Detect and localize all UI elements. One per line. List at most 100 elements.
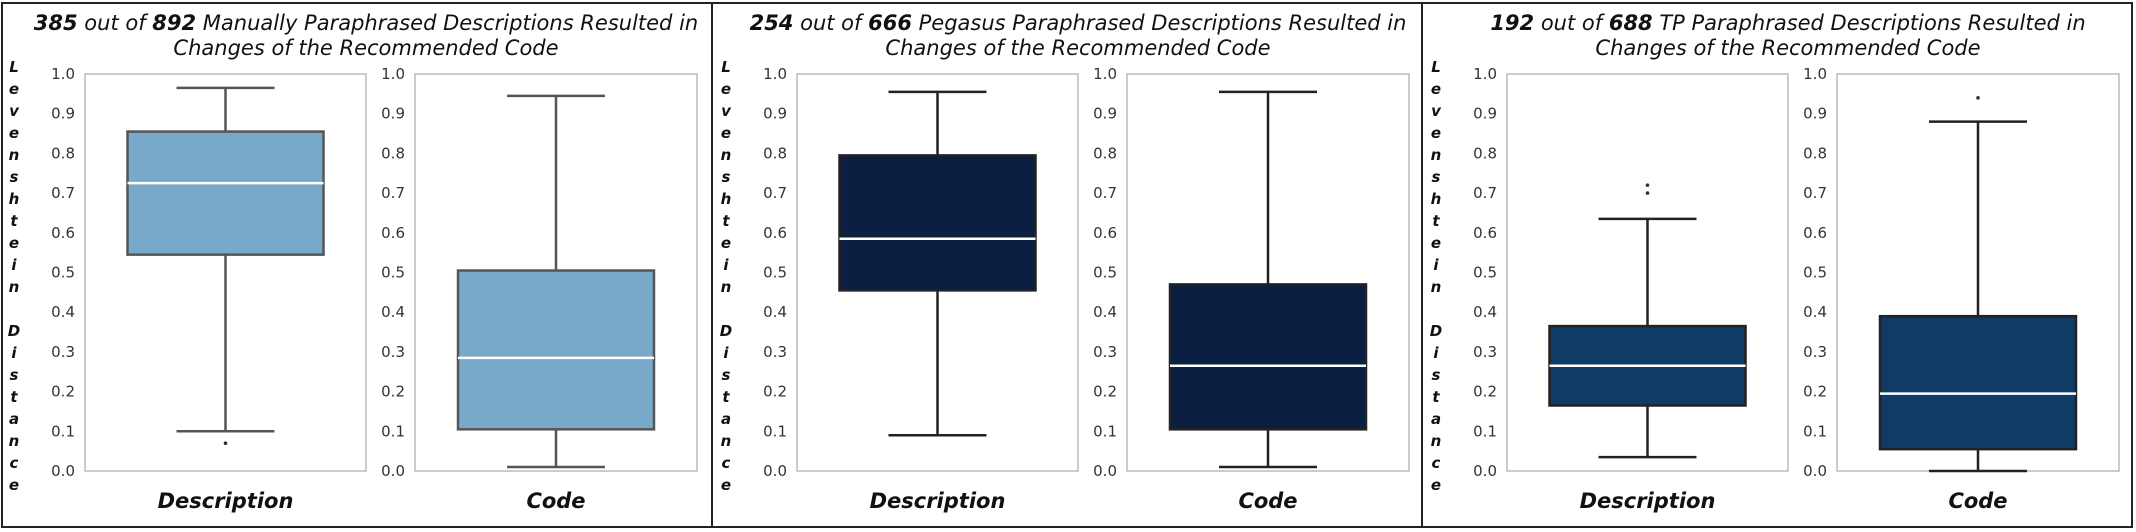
- ylabel-letter: i: [11, 344, 17, 362]
- subplot-2: 0.0 0.1 0.2 0.3 0.4 0.5 0.6 0.7 0.8 0.9 1.0 Code: [1803, 65, 2120, 513]
- ylabel-letter: n: [721, 432, 732, 450]
- y-tick-label: 0.5: [763, 264, 787, 282]
- ylabel-letter: e: [1431, 124, 1441, 142]
- ylabel-letter: t: [722, 212, 730, 230]
- ylabel-letter: e: [9, 476, 19, 494]
- y-tick-label: 0.5: [381, 264, 405, 282]
- y-tick-label: 0.4: [763, 303, 787, 321]
- subplot-1: 0.0 0.1 0.2 0.3 0.4 0.5 0.6 0.7 0.8 0.9 1.0 Descrip…: [1473, 65, 1789, 513]
- title-rest: Pegasus Paraphrased Descriptions Resulte…: [912, 11, 1406, 35]
- panel-title-line1: 192 out of 688 TP Paraphrased Descriptio…: [1490, 11, 2085, 35]
- ylabel-letter: e: [1431, 234, 1441, 252]
- ylabel-letter: v: [721, 102, 732, 120]
- y-tick-label: 1.0: [1093, 65, 1117, 83]
- ylabel-letter: n: [9, 432, 20, 450]
- ylabel-letter: t: [10, 212, 18, 230]
- y-tick-label: 0.4: [1473, 303, 1497, 321]
- y-tick-label: 0.3: [1473, 343, 1497, 361]
- ylabel-letter: n: [1431, 432, 1442, 450]
- y-tick-label: 1.0: [51, 65, 75, 83]
- ylabel-letter: i: [11, 256, 17, 274]
- box-iqr: [838, 154, 1037, 292]
- y-tick-label: 0.2: [1473, 383, 1497, 401]
- ylabel-letter: a: [1431, 410, 1441, 428]
- box-iqr: [1168, 283, 1368, 431]
- y-tick-label: 0.2: [763, 383, 787, 401]
- title-out-of: out of: [78, 11, 153, 35]
- y-tick-label: 0.1: [763, 422, 787, 440]
- y-tick-label: 0.2: [51, 383, 75, 401]
- y-tick-label: 0.7: [1473, 184, 1497, 202]
- title-total: 892: [152, 11, 196, 35]
- ylabel-letter: v: [9, 102, 20, 120]
- y-tick-label: 0.3: [1803, 343, 1827, 361]
- ylabel-letter: L: [721, 58, 731, 76]
- y-tick-label: 0.8: [1473, 144, 1497, 162]
- y-tick-label: 0.3: [763, 343, 787, 361]
- y-tick-label: 0.1: [1093, 422, 1117, 440]
- panel-title-line2: Changes of the Recommended Code: [1595, 36, 1980, 60]
- ylabel-letter: n: [1431, 278, 1442, 296]
- ylabel-letter: e: [721, 80, 731, 98]
- x-axis-label: Description: [1580, 489, 1716, 513]
- title-total: 666: [868, 11, 912, 35]
- ylabel-letter: a: [721, 410, 731, 428]
- y-tick-label: 0.3: [1093, 343, 1117, 361]
- subplot-1: 0.0 0.1 0.2 0.3 0.4 0.5 0.6 0.7 0.8 0.9 1.0 Descrip…: [763, 65, 1079, 513]
- ylabel-letter: h: [1431, 190, 1442, 208]
- ylabel-letter: i: [1433, 344, 1439, 362]
- y-tick-label: 0.8: [763, 144, 787, 162]
- y-tick-label: 0.9: [381, 105, 405, 123]
- ylabel-letter: e: [9, 124, 19, 142]
- title-total: 688: [1609, 11, 1653, 35]
- y-tick-label: 0.4: [381, 303, 405, 321]
- y-tick-label: 0.2: [1803, 383, 1827, 401]
- ylabel-letter: c: [10, 454, 19, 472]
- y-tick-label: 0.9: [51, 105, 75, 123]
- y-tick-label: 0.7: [1803, 184, 1827, 202]
- ylabel-letter: n: [1431, 146, 1442, 164]
- ylabel-letter: e: [721, 234, 731, 252]
- y-tick-label: 0.1: [51, 422, 75, 440]
- y-tick-label: 0.6: [381, 224, 405, 242]
- y-tick-label: 0.8: [1803, 144, 1827, 162]
- ylabel-letter: i: [723, 256, 729, 274]
- title-count: 385: [34, 11, 78, 35]
- y-tick-label: 0.7: [763, 184, 787, 202]
- ylabel-letter: t: [1432, 388, 1440, 406]
- y-tick-label: 0.0: [1803, 462, 1827, 480]
- ylabel-letter: s: [722, 366, 731, 384]
- y-tick-label: 0.5: [1093, 264, 1117, 282]
- ylabel-letter: s: [1432, 168, 1441, 186]
- ylabel-letter: n: [721, 278, 732, 296]
- ylabel-letter: c: [1432, 454, 1441, 472]
- outlier-point: [1645, 191, 1650, 195]
- ylabel-letter: n: [721, 146, 732, 164]
- ylabel-letter: e: [1431, 476, 1441, 494]
- y-tick-label: 0.0: [381, 462, 405, 480]
- y-tick-label: 1.0: [1803, 65, 1827, 83]
- panel-title-line1: 254 out of 666 Pegasus Paraphrased Descr…: [750, 11, 1407, 35]
- ylabel-letter: n: [9, 278, 20, 296]
- y-tick-label: 0.6: [1473, 224, 1497, 242]
- y-tick-label: 0.1: [1803, 422, 1827, 440]
- outlier-point: [1976, 96, 1980, 100]
- ylabel-letter: s: [10, 366, 19, 384]
- panel-title-line1: 385 out of 892 Manually Paraphrased Desc…: [34, 11, 698, 35]
- y-tick-label: 0.7: [381, 184, 405, 202]
- x-axis-label: Description: [870, 489, 1006, 513]
- panel-3: 192 out of 688 TP Paraphrased Descriptio…: [1430, 11, 2120, 513]
- y-tick-label: 0.2: [381, 383, 405, 401]
- x-axis-label: Description: [158, 489, 294, 513]
- ylabel-letter: h: [721, 190, 732, 208]
- y-tick-label: 0.5: [1803, 264, 1827, 282]
- ylabel-letter: D: [8, 322, 20, 340]
- ylabel-letter: i: [723, 344, 729, 362]
- ylabel-letter: D: [720, 322, 732, 340]
- ylabel-letter: h: [9, 190, 20, 208]
- outlier-point: [1645, 183, 1650, 187]
- ylabel-letter: e: [721, 124, 731, 142]
- y-tick-label: 0.1: [1473, 422, 1497, 440]
